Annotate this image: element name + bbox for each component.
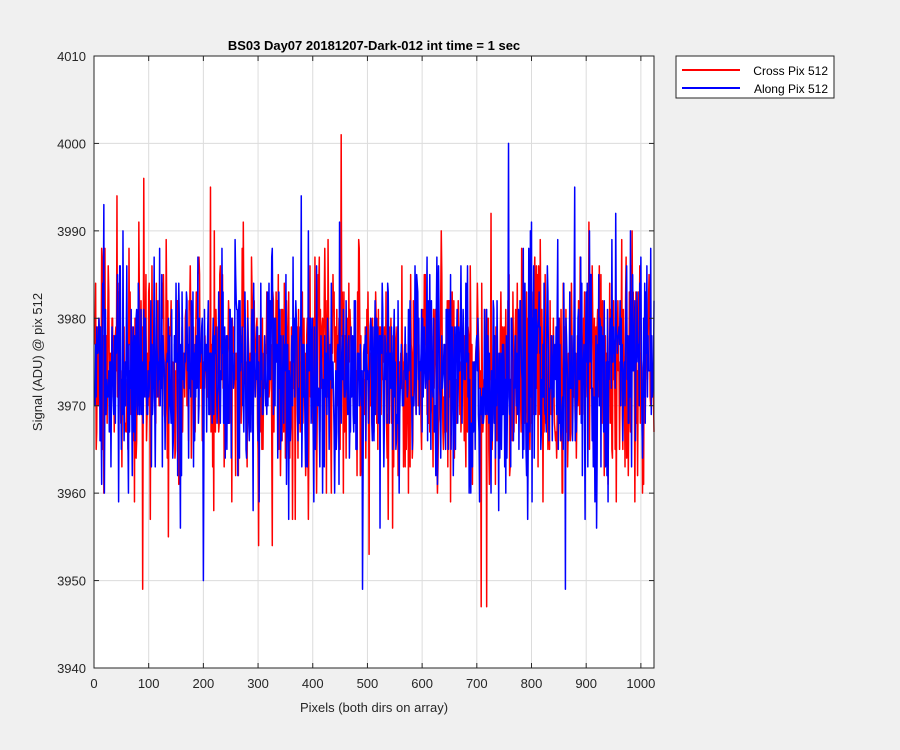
x-tick-label: 700 — [466, 676, 488, 691]
x-ticks: 0 100 200 300 400 500 600 700 800 900 1000 — [90, 56, 655, 691]
x-axis-label: Pixels (both dirs on array) — [300, 700, 448, 715]
y-tick-label: 3990 — [57, 224, 86, 239]
series-line-along-pix-512 — [93, 142, 655, 591]
x-tick-label: 400 — [302, 676, 324, 691]
y-tick-label: 3980 — [57, 311, 86, 326]
axes-frame — [93, 55, 655, 669]
legend-box — [675, 55, 835, 99]
x-tick-label: 500 — [357, 676, 379, 691]
y-axis-label: Signal (ADU) @ pix 512 — [30, 293, 45, 431]
legend-label-cross: Cross Pix 512 — [753, 64, 828, 78]
x-tick-label: 900 — [575, 676, 597, 691]
chart-title: BS03 Day07 20181207-Dark-012 int time = … — [228, 38, 520, 53]
series-layer — [93, 133, 655, 608]
y-tick-label: 3950 — [57, 574, 86, 589]
legend-label-along: Along Pix 512 — [754, 82, 828, 96]
x-tick-label: 300 — [247, 676, 269, 691]
legend: Cross Pix 512 Along Pix 512 — [675, 55, 835, 99]
y-tick-label: 3940 — [57, 661, 86, 676]
y-tick-label: 3960 — [57, 486, 86, 501]
y-tick-label: 3970 — [57, 399, 86, 414]
y-ticks: 3940 3950 3960 3970 3980 3990 4000 4010 — [57, 49, 654, 676]
x-tick-label: 1000 — [626, 676, 655, 691]
x-tick-label: 200 — [193, 676, 215, 691]
x-tick-label: 600 — [411, 676, 433, 691]
x-tick-label: 0 — [90, 676, 97, 691]
x-tick-label: 100 — [138, 676, 160, 691]
y-tick-label: 4000 — [57, 136, 86, 151]
x-tick-label: 800 — [521, 676, 543, 691]
y-tick-label: 4010 — [57, 49, 86, 64]
